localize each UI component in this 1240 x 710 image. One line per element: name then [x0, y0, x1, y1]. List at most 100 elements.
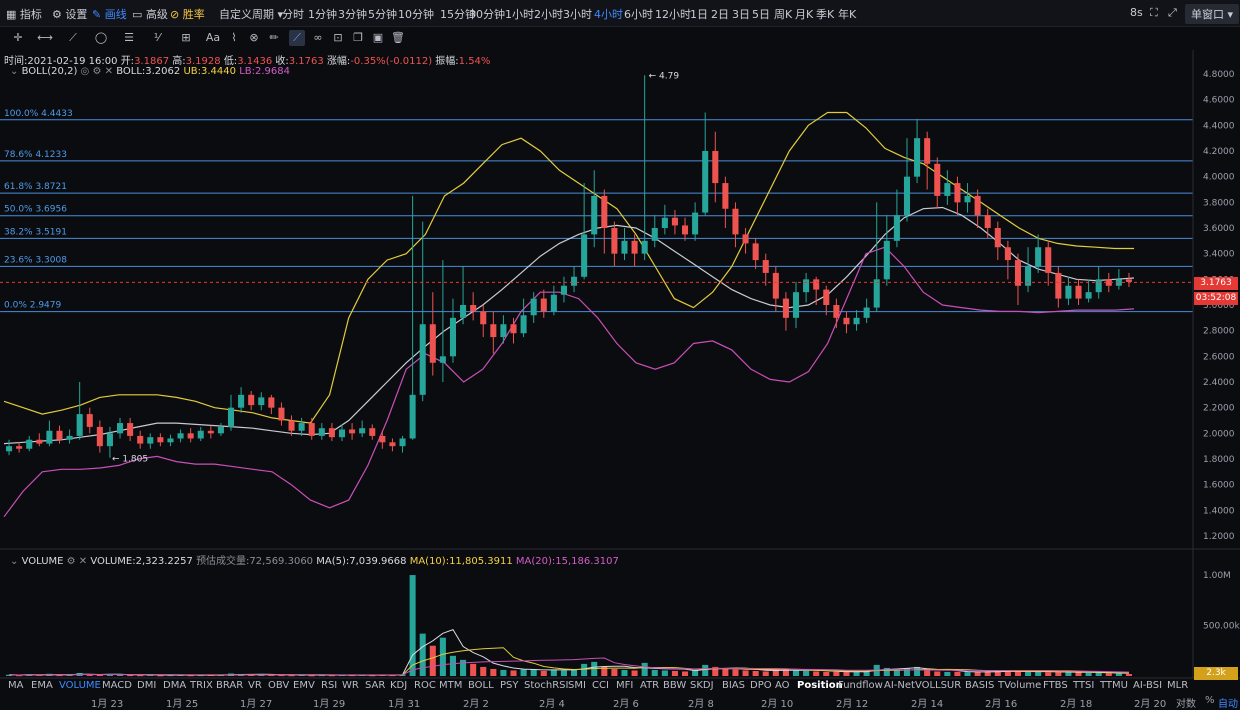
indicator-tab-ma[interactable]: MA [8, 680, 24, 691]
indicator-tab-atr[interactable]: ATR [640, 680, 660, 691]
indicator-tab-psy[interactable]: PSY [500, 680, 519, 691]
advanced-button[interactable]: ▭ 高级 [132, 8, 168, 21]
percent-scale-button[interactable]: % [1205, 695, 1215, 706]
indicator-tab-ftbs[interactable]: FTBS [1043, 680, 1068, 691]
ohlc-info: 时间:2021-02-19 16:00 开:3.1867 高:3.1928 低:… [4, 52, 490, 67]
window-mode-dropdown[interactable]: 单窗口 ▾ [1185, 4, 1240, 24]
ellipse-icon[interactable]: ◯ [94, 31, 108, 44]
indicator-tab-skdj[interactable]: SKDJ [690, 680, 714, 691]
indicator-tab-fundflow[interactable]: Fundflow [838, 680, 883, 691]
indicator-tab-bbw[interactable]: BBW [663, 680, 687, 691]
period-2[interactable]: 3分钟 [338, 8, 367, 21]
period-7[interactable]: 1小时 [505, 8, 534, 21]
period-10[interactable]: 4小时 [594, 8, 623, 21]
indicator-tab-tvolume[interactable]: TVolume [998, 680, 1042, 691]
indicator-tab-mlr[interactable]: MLR [1167, 680, 1189, 691]
period-16[interactable]: 5日 [752, 8, 770, 21]
vol-gear-icon[interactable]: ⚙ [66, 556, 76, 567]
fib-retracement[interactable]: 100.0% 4.4433 78.6% 4.1233 61.8% 3.8721 50.… [0, 109, 1193, 313]
horizontal-line-icon[interactable]: ⟷ [37, 31, 53, 44]
lock-icon[interactable]: ⊡ [333, 31, 343, 44]
draw-button[interactable]: ✎ 画线 [92, 8, 127, 21]
indicator-tab-boll[interactable]: BOLL [468, 680, 494, 691]
indicator-tab-lsur[interactable]: LSUR [935, 680, 962, 691]
indicator-tab-brar[interactable]: BRAR [216, 680, 244, 691]
indicator-tab-dpo[interactable]: DPO [750, 680, 772, 691]
measure-icon[interactable]: ⊞ [181, 31, 191, 44]
period-14[interactable]: 2日 [711, 8, 729, 21]
indicator-tab-macd[interactable]: MACD [102, 680, 132, 691]
indicator-tab-smi[interactable]: SMI [568, 680, 586, 691]
indicator-tab-mtm[interactable]: MTM [439, 680, 463, 691]
collapse-icon[interactable]: ⌄ [10, 66, 19, 77]
indicator-tab-ai-bsi[interactable]: AI-BSI [1133, 680, 1163, 691]
period-13[interactable]: 1日 [690, 8, 708, 21]
vol-close-icon[interactable]: ✕ [78, 556, 88, 567]
period-8[interactable]: 2小时 [534, 8, 563, 21]
indicator-tab-volume[interactable]: VOLUME [59, 680, 101, 691]
fib-icon[interactable]: ⅟ [153, 31, 161, 44]
auto-scale-button[interactable]: 自动 [1218, 699, 1238, 710]
winrate-button[interactable]: ⊘ 胜率 [170, 8, 205, 21]
indicator-tab-rsi[interactable]: RSI [321, 680, 338, 691]
eye-icon[interactable]: ◎ [80, 66, 90, 77]
indicator-tab-kdj[interactable]: KDJ [390, 680, 408, 691]
indicator-tab-ttsi[interactable]: TTSI [1073, 680, 1095, 691]
indicator-tab-roc[interactable]: ROC [414, 680, 436, 691]
period-12[interactable]: 12小时 [655, 8, 691, 21]
period-6[interactable]: 30分钟 [469, 8, 505, 21]
settings-button[interactable]: ⚙ 设置 [52, 8, 88, 21]
trash-icon[interactable]: 🗑 [391, 31, 405, 44]
period-4[interactable]: 10分钟 [398, 8, 434, 21]
indicator-tab-ttmu[interactable]: TTMU [1100, 680, 1128, 691]
link-icon[interactable]: ∞ [313, 31, 323, 44]
indicator-tab-dmi[interactable]: DMI [137, 680, 157, 691]
indicator-tab-sar[interactable]: SAR [365, 680, 386, 691]
indicator-tab-ai-netvol[interactable]: AI-NetVOL [884, 680, 936, 691]
indicator-tab-position[interactable]: Position [797, 680, 843, 691]
indicators-button[interactable]: ▦ 指标 [6, 8, 42, 21]
indicator-tab-vr[interactable]: VR [248, 680, 262, 691]
period-5[interactable]: 15分钟 [440, 8, 476, 21]
period-17[interactable]: 周K [774, 8, 793, 21]
period-11[interactable]: 6小时 [624, 8, 653, 21]
indicator-tab-obv[interactable]: OBV [268, 680, 290, 691]
period-9[interactable]: 3小时 [563, 8, 592, 21]
period-18[interactable]: 月K [795, 8, 814, 21]
gear-icon[interactable]: ⚙ [92, 66, 102, 77]
screenshot-icon[interactable]: ⤢ [1168, 6, 1177, 19]
indicator-tab-basis[interactable]: BASIS [965, 680, 995, 691]
indicator-tab-wr[interactable]: WR [342, 680, 359, 691]
magnet-icon[interactable]: ⊗ [249, 31, 259, 44]
indicator-tab-cci[interactable]: CCI [592, 680, 609, 691]
indicator-tab-trix[interactable]: TRIX [190, 680, 213, 691]
channel-icon[interactable]: ☰ [124, 31, 134, 44]
indicator-tab-emv[interactable]: EMV [293, 680, 315, 691]
period-20[interactable]: 年K [838, 8, 857, 21]
period-15[interactable]: 3日 [732, 8, 750, 21]
image-icon[interactable]: ▣ [372, 31, 384, 44]
indicator-tab-bias[interactable]: BIAS [722, 680, 745, 691]
indicator-tab-ema[interactable]: EMA [31, 680, 53, 691]
text-tool-icon[interactable]: Aa [205, 31, 221, 44]
indicator-tab-dma[interactable]: DMA [163, 680, 187, 691]
period-19[interactable]: 季K [816, 8, 835, 21]
indicator-tab-mfi[interactable]: MFI [616, 680, 634, 691]
pattern-icon[interactable]: ⌇ [231, 31, 237, 44]
indicator-tab-ao[interactable]: AO [775, 680, 790, 691]
fullscreen-icon[interactable]: ⛶ [1150, 6, 1158, 19]
close-icon[interactable]: ✕ [104, 66, 114, 77]
pencil-icon[interactable]: ✏ [269, 31, 279, 44]
vol-collapse-icon[interactable]: ⌄ [10, 556, 19, 567]
custom-period-dropdown[interactable]: 自定义周期 ▾ [219, 8, 284, 21]
period-0[interactable]: 分时 [282, 8, 304, 21]
log-scale-button[interactable]: 对数 [1176, 699, 1196, 710]
period-3[interactable]: 5分钟 [368, 8, 397, 21]
period-1[interactable]: 1分钟 [308, 8, 337, 21]
indicator-tab-stochrsi[interactable]: StochRSI [524, 680, 569, 691]
draw-mode-icon[interactable]: ⟋ [289, 30, 305, 46]
crosshair-icon[interactable]: ✛ [13, 31, 23, 44]
trend-line-icon[interactable]: ⟋ [69, 31, 77, 44]
copy-icon[interactable]: ❐ [353, 31, 363, 44]
